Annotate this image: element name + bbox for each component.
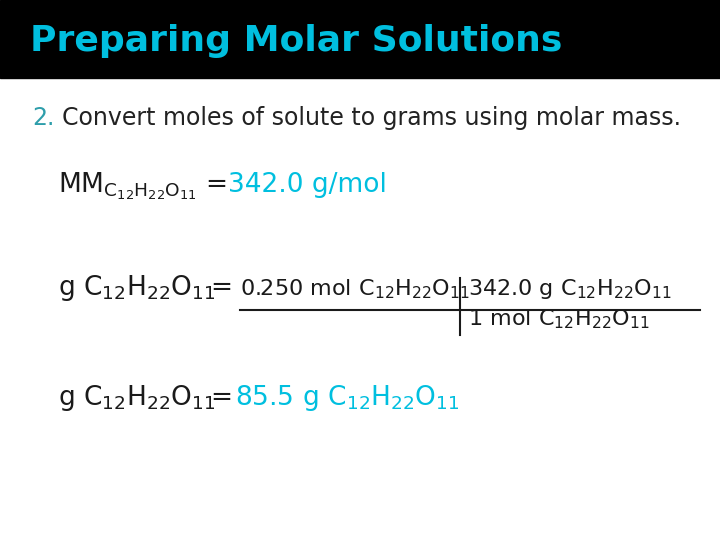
Text: $\mathregular{g\ C_{12}H_{22}O_{11}}$: $\mathregular{g\ C_{12}H_{22}O_{11}}$ [58,383,215,413]
Text: =: = [210,385,232,411]
Text: =: = [205,172,227,198]
Text: Convert moles of solute to grams using molar mass.: Convert moles of solute to grams using m… [62,106,681,130]
Text: Preparing Molar Solutions: Preparing Molar Solutions [30,24,562,58]
Text: $\mathregular{0.250\ mol\ C_{12}H_{22}O_{11}}$: $\mathregular{0.250\ mol\ C_{12}H_{22}O_… [240,277,470,301]
Bar [0,0,720,78]
Text: =: = [210,275,232,301]
Text: $\mathregular{MM_{C_{12}H_{22}O_{11}}}$: $\mathregular{MM_{C_{12}H_{22}O_{11}}}$ [58,170,197,201]
Text: 342.0 g/mol: 342.0 g/mol [228,172,387,198]
Text: $\mathregular{342.0\ g\ C_{12}H_{22}O_{11}}$: $\mathregular{342.0\ g\ C_{12}H_{22}O_{1… [468,277,672,301]
Text: $\mathregular{1\ mol\ C_{12}H_{22}O_{11}}$: $\mathregular{1\ mol\ C_{12}H_{22}O_{11}… [468,307,649,330]
Text: $\mathregular{85.5\ g\ C_{12}H_{22}O_{11}}$: $\mathregular{85.5\ g\ C_{12}H_{22}O_{11… [235,383,459,413]
Text: 2.: 2. [32,106,55,130]
Text: $\mathregular{g\ C_{12}H_{22}O_{11}}$: $\mathregular{g\ C_{12}H_{22}O_{11}}$ [58,273,215,303]
